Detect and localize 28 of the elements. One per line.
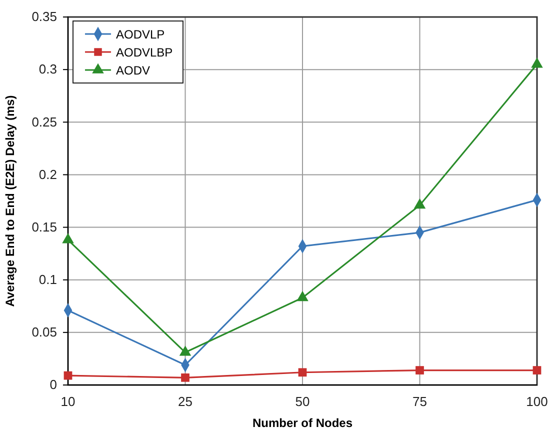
point	[296, 290, 308, 302]
y-tick-label: 0.2	[38, 166, 57, 182]
x-tick-label: 75	[412, 394, 427, 410]
x-tick-label: 10	[60, 394, 76, 410]
y-tick-label: 0.3	[38, 62, 57, 77]
x-tick-label: 50	[295, 394, 310, 410]
y-tick-label: 0.05	[32, 324, 57, 340]
point	[414, 198, 426, 209]
point	[181, 373, 190, 382]
x-tick-label: 100	[526, 394, 548, 410]
point	[298, 368, 307, 377]
legend-label: AODVLP	[116, 28, 165, 42]
point	[416, 366, 424, 374]
x-tick-label: 25	[178, 394, 192, 410]
y-tick-label: 0.25	[32, 114, 57, 130]
point	[62, 233, 74, 244]
y-axis-title: Average End to End (E2E) Delay (ms)	[3, 95, 17, 307]
point	[179, 346, 192, 356]
y-tick-label: 0	[50, 377, 57, 392]
legend-label: AODVLBP	[116, 46, 173, 60]
y-tick-label: 0.35	[32, 9, 57, 24]
point	[531, 58, 543, 68]
y-tick-label: 0.15	[32, 219, 57, 234]
x-axis-title: Number of Nodes	[252, 416, 353, 430]
point	[64, 371, 72, 380]
y-tick-label: 0.1	[38, 272, 57, 288]
legend-label: AODV	[116, 64, 150, 78]
point	[532, 366, 542, 374]
